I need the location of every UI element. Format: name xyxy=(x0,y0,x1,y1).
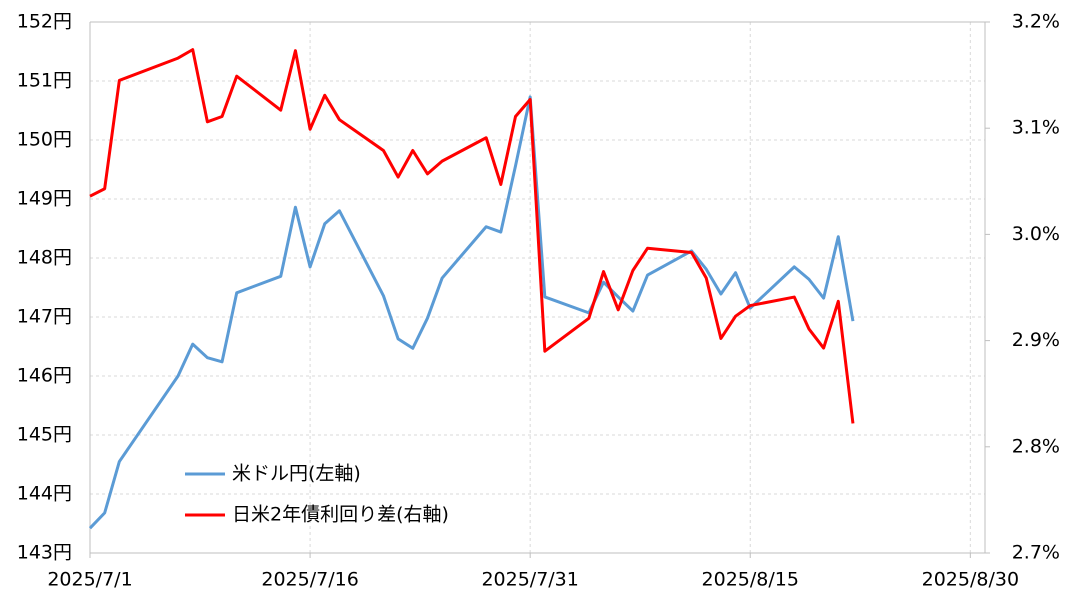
x-tick-label: 2025/7/1 xyxy=(47,569,132,591)
y2-tick-label: 3.2% xyxy=(1012,11,1060,33)
series-line xyxy=(89,48,855,424)
y-tick-label: 152円 xyxy=(17,11,72,33)
y-tick-label: 150円 xyxy=(17,129,72,151)
y2-tick-label: 3.1% xyxy=(1012,117,1060,139)
x-tick-label: 2025/7/31 xyxy=(481,569,578,591)
y2-tick-label: 2.7% xyxy=(1012,542,1060,564)
y-tick-label: 147円 xyxy=(17,306,72,328)
y2-tick-label: 3.0% xyxy=(1012,223,1060,245)
y-tick-label: 144円 xyxy=(17,483,72,505)
y-tick-label: 151円 xyxy=(17,70,72,92)
legend-label: 日米2年債利回り差(右軸) xyxy=(232,504,449,526)
x-tick-label: 2025/8/15 xyxy=(702,569,799,591)
x-tick-label: 2025/8/30 xyxy=(922,569,1019,591)
y-tick-label: 145円 xyxy=(17,424,72,446)
legend-label: 米ドル円(左軸) xyxy=(232,463,361,485)
y-tick-label: 148円 xyxy=(17,247,72,269)
y2-tick-label: 2.8% xyxy=(1012,435,1060,457)
y-tick-label: 146円 xyxy=(17,365,72,387)
y-tick-label: 149円 xyxy=(17,188,72,210)
x-tick-label: 2025/7/16 xyxy=(261,569,358,591)
y-tick-label: 143円 xyxy=(17,542,72,564)
series-line xyxy=(88,95,855,530)
y2-tick-label: 2.9% xyxy=(1012,329,1060,351)
